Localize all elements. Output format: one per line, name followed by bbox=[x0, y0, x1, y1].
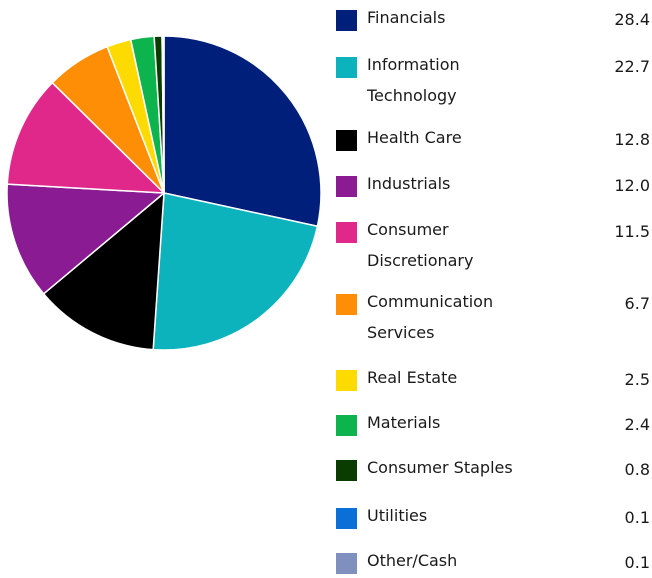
legend-swatch bbox=[336, 130, 357, 151]
legend-label: Other/Cash bbox=[367, 551, 458, 570]
legend-swatch bbox=[336, 460, 357, 481]
legend-swatch bbox=[336, 370, 357, 391]
legend-label: Consumer Discretionary bbox=[367, 220, 474, 270]
legend-value: 0.8 bbox=[624, 460, 650, 479]
pie-chart bbox=[6, 35, 322, 351]
legend-swatch bbox=[336, 176, 357, 197]
legend-label: Utilities bbox=[367, 506, 428, 525]
legend-value: 22.7 bbox=[614, 57, 650, 76]
pie-slice-information-technology bbox=[152, 192, 319, 351]
legend-label: Materials bbox=[367, 413, 441, 432]
legend-label: Industrials bbox=[367, 174, 451, 193]
pie-slice-health-care bbox=[42, 192, 165, 351]
legend-swatch bbox=[336, 294, 357, 315]
pie-slice-industrials bbox=[6, 183, 165, 295]
legend-value: 28.4 bbox=[614, 10, 650, 29]
legend-swatch bbox=[336, 57, 357, 78]
legend-value: 12.0 bbox=[614, 176, 650, 195]
legend-value: 11.5 bbox=[614, 222, 650, 241]
legend-value: 0.1 bbox=[624, 508, 650, 527]
pie-slice-financials bbox=[163, 35, 322, 228]
legend-label: Health Care bbox=[367, 128, 462, 147]
chart-legend: Financials 28.4 Information Technology 22.7… bbox=[336, 0, 652, 574]
legend-label: Real Estate bbox=[367, 368, 458, 387]
legend-swatch bbox=[336, 508, 357, 529]
legend-label: Information Technology bbox=[367, 55, 460, 105]
pie-slice-other-cash bbox=[162, 35, 165, 194]
legend-value: 12.8 bbox=[614, 130, 650, 149]
legend-swatch bbox=[336, 222, 357, 243]
legend-value: 2.5 bbox=[624, 370, 650, 389]
legend-label: Financials bbox=[367, 8, 446, 27]
pie-slice-consumer-discretionary bbox=[6, 81, 165, 194]
legend-swatch bbox=[336, 415, 357, 436]
legend-value: 2.4 bbox=[624, 415, 650, 434]
legend-label: Communication Services bbox=[367, 292, 494, 342]
legend-value: 0.1 bbox=[624, 553, 650, 572]
legend-value: 6.7 bbox=[624, 294, 650, 313]
legend-swatch bbox=[336, 10, 357, 31]
legend-swatch bbox=[336, 553, 357, 574]
legend-label: Consumer Staples bbox=[367, 458, 513, 477]
